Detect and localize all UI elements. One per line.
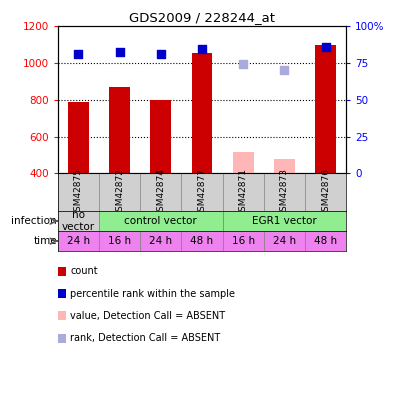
Point <box>158 51 164 58</box>
Text: 24 h: 24 h <box>273 236 296 246</box>
Title: GDS2009 / 228244_at: GDS2009 / 228244_at <box>129 11 275 24</box>
Bar <box>181 231 222 251</box>
Text: rank, Detection Call = ABSENT: rank, Detection Call = ABSENT <box>70 333 221 343</box>
Bar <box>305 231 346 251</box>
Text: infection: infection <box>11 216 57 226</box>
Bar <box>150 100 171 173</box>
Bar <box>99 231 140 251</box>
Point <box>199 46 205 53</box>
Bar <box>99 211 222 231</box>
Bar <box>315 45 336 173</box>
Point <box>75 51 82 57</box>
Bar <box>264 231 305 251</box>
Text: 16 h: 16 h <box>108 236 131 246</box>
Bar <box>109 87 130 173</box>
Text: 16 h: 16 h <box>232 236 255 246</box>
Point <box>281 67 288 74</box>
Text: GSM42877: GSM42877 <box>197 168 207 217</box>
Text: GSM42875: GSM42875 <box>74 168 83 217</box>
Text: EGR1 vector: EGR1 vector <box>252 216 317 226</box>
Text: GSM42871: GSM42871 <box>239 168 248 217</box>
Text: 48 h: 48 h <box>314 236 337 246</box>
Text: time: time <box>33 236 57 246</box>
Text: percentile rank within the sample: percentile rank within the sample <box>70 289 236 298</box>
Bar <box>58 211 99 231</box>
Bar <box>233 152 254 173</box>
Text: GSM42876: GSM42876 <box>321 168 330 217</box>
Bar <box>68 102 89 173</box>
Text: GSM42872: GSM42872 <box>115 168 124 217</box>
Text: control vector: control vector <box>125 216 197 226</box>
Text: 48 h: 48 h <box>190 236 214 246</box>
Point <box>116 49 123 55</box>
Point <box>240 61 246 67</box>
Text: 24 h: 24 h <box>149 236 172 246</box>
Bar <box>222 211 346 231</box>
Point <box>322 43 329 50</box>
Bar <box>192 53 212 173</box>
Bar <box>58 231 99 251</box>
Bar <box>222 231 264 251</box>
Text: GSM42874: GSM42874 <box>156 168 165 217</box>
Text: GSM42873: GSM42873 <box>280 168 289 217</box>
Text: value, Detection Call = ABSENT: value, Detection Call = ABSENT <box>70 311 226 321</box>
Text: count: count <box>70 266 98 276</box>
Text: no
vector: no vector <box>62 210 95 232</box>
Bar <box>140 231 181 251</box>
Bar <box>274 159 295 173</box>
Text: 24 h: 24 h <box>67 236 90 246</box>
